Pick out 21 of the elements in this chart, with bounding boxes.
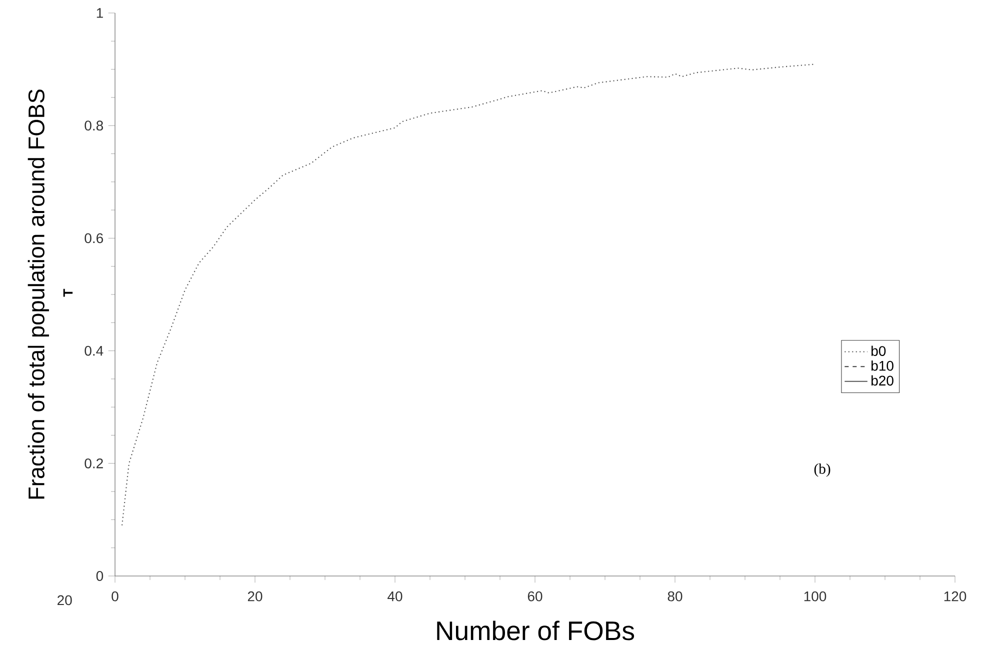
y-tick-label: 0.8: [84, 120, 104, 131]
y-tick-label: 0: [96, 571, 104, 581]
y-axis-title: Fraction of total population around FOBS: [28, 90, 49, 499]
y-tick-label: 0.4: [84, 346, 104, 356]
legend-label: b0: [872, 346, 886, 356]
x-tick-label: 20: [248, 591, 262, 602]
legend-label: b20: [872, 375, 894, 386]
x-tick-label: 120: [944, 591, 966, 602]
text: T: [63, 288, 73, 297]
legend-label: b10: [872, 360, 894, 371]
y-tick-label: 0.6: [84, 233, 104, 244]
line-series: [121, 64, 816, 526]
x-tick-label: 0: [112, 591, 118, 602]
y-tick-label: 0.2: [84, 458, 103, 468]
y-tick-label: 1: [96, 8, 103, 18]
x-tick-label: 40: [388, 591, 402, 602]
x-tick-label: 100: [804, 591, 826, 602]
x-axis-title: Number of FOBs: [437, 620, 634, 640]
x-tick-label: 80: [668, 591, 682, 602]
x-tick-label: 60: [528, 591, 542, 602]
annotation: (b): [814, 464, 830, 477]
